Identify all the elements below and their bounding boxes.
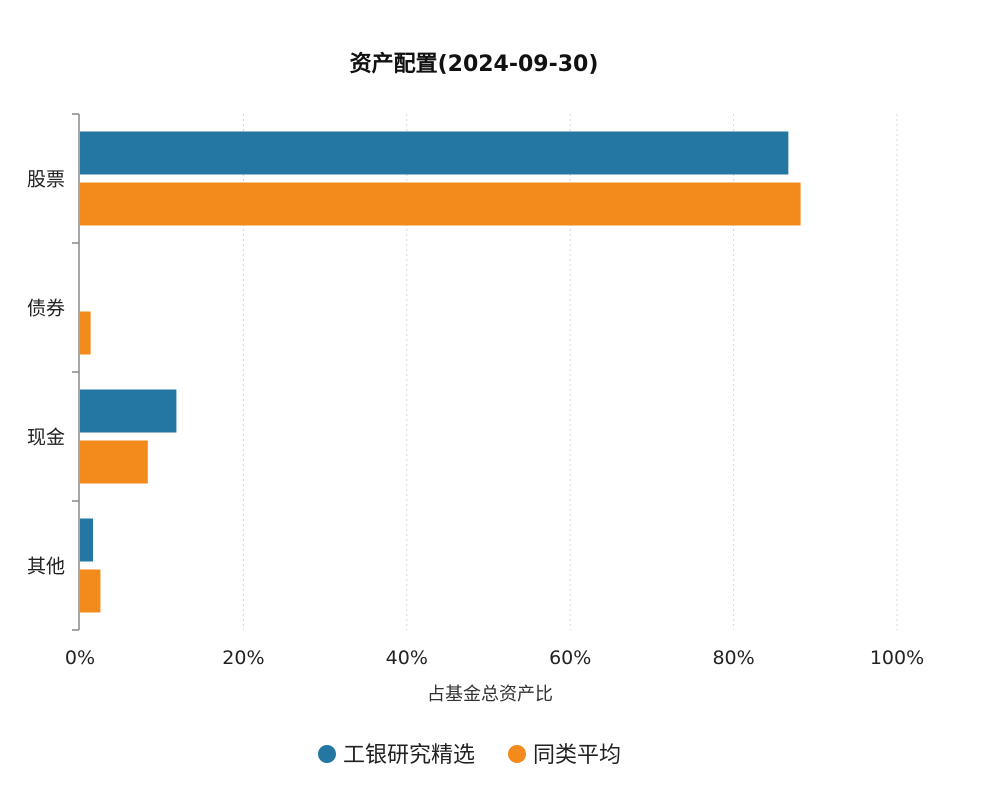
x-axis-label: 占基金总资产比 bbox=[427, 684, 553, 705]
chart-title: 资产配置(2024-09-30) bbox=[350, 52, 599, 77]
legend-marker bbox=[318, 745, 336, 763]
x-tick-label: 40% bbox=[386, 647, 428, 669]
bars-group bbox=[80, 131, 801, 613]
x-tick-label: 100% bbox=[870, 647, 924, 669]
bar[interactable] bbox=[80, 131, 789, 175]
bar[interactable] bbox=[80, 440, 148, 484]
legend[interactable]: 工银研究精选 同类平均 bbox=[318, 743, 621, 768]
legend-item[interactable]: 工银研究精选 bbox=[318, 743, 475, 768]
category-label: 现金 bbox=[27, 427, 65, 449]
legend-item[interactable]: 同类平均 bbox=[508, 743, 621, 768]
category-label: 股票 bbox=[27, 169, 65, 191]
legend-marker bbox=[508, 745, 526, 763]
axes-group bbox=[72, 113, 80, 631]
x-tick-label: 80% bbox=[712, 647, 754, 669]
x-tick-label: 0% bbox=[65, 647, 95, 669]
category-label: 债券 bbox=[27, 298, 65, 320]
legend-label: 工银研究精选 bbox=[343, 743, 475, 768]
bar[interactable] bbox=[80, 389, 177, 433]
legend-label: 同类平均 bbox=[533, 743, 621, 768]
bar[interactable] bbox=[80, 518, 94, 562]
x-tick-label: 60% bbox=[549, 647, 591, 669]
category-label: 其他 bbox=[27, 556, 65, 578]
bar[interactable] bbox=[80, 182, 801, 226]
bar[interactable] bbox=[80, 569, 101, 613]
x-tick-label: 20% bbox=[222, 647, 264, 669]
bar[interactable] bbox=[80, 311, 91, 355]
x-tick-labels: 0% 20% 40% 60% 80% 100% bbox=[65, 647, 924, 669]
